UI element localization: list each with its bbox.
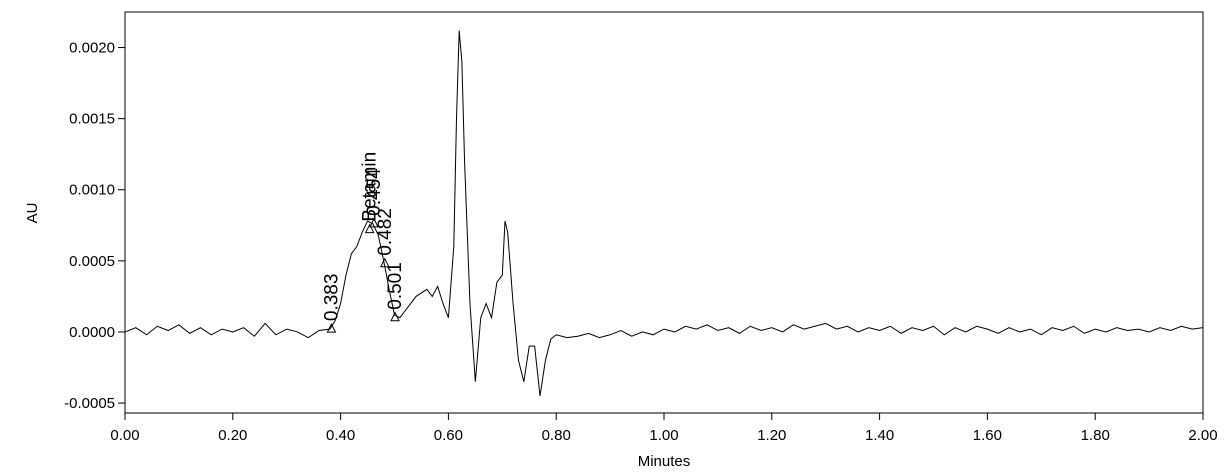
x-axis-label: Minutes [638, 453, 691, 470]
peak-marker [364, 223, 375, 234]
x-tick-label: 0.00 [110, 427, 139, 444]
peak-label: 0.383 [321, 274, 342, 322]
peak-marker [369, 217, 379, 228]
y-tick-label: 0.0020 [69, 40, 115, 57]
y-axis-label: AU [24, 203, 41, 224]
y-tick-label: 0.0015 [69, 111, 115, 128]
peak-marker [326, 322, 337, 333]
peak-marker [390, 311, 400, 322]
x-tick-label: 1.40 [865, 427, 894, 444]
y-tick-label: 0.0000 [69, 324, 115, 341]
peak-label: Betamin [360, 152, 381, 222]
signal-line [124, 30, 1204, 397]
x-tick-label: 1.20 [757, 427, 786, 444]
x-tick-label: 1.80 [1081, 427, 1110, 444]
x-tick-label: 0.60 [434, 427, 463, 444]
x-tick-label: 0.80 [542, 427, 571, 444]
x-tick-label: 0.20 [218, 427, 247, 444]
x-tick-label: 1.00 [649, 427, 678, 444]
y-tick-label: 0.0010 [69, 182, 115, 199]
x-tick-label: 0.40 [326, 427, 355, 444]
y-tick-label: -0.0005 [64, 395, 115, 412]
peak-label: 0.501 [385, 262, 406, 310]
peak-label: 0.454 [364, 168, 385, 216]
peak-marker [379, 257, 390, 268]
y-tick-label: 0.0005 [69, 253, 115, 270]
x-tick-label: 1.60 [973, 427, 1002, 444]
plot-frame [124, 11, 1204, 414]
peak-label: 0.482 [375, 208, 396, 256]
x-tick-label: 2.00 [1188, 427, 1217, 444]
